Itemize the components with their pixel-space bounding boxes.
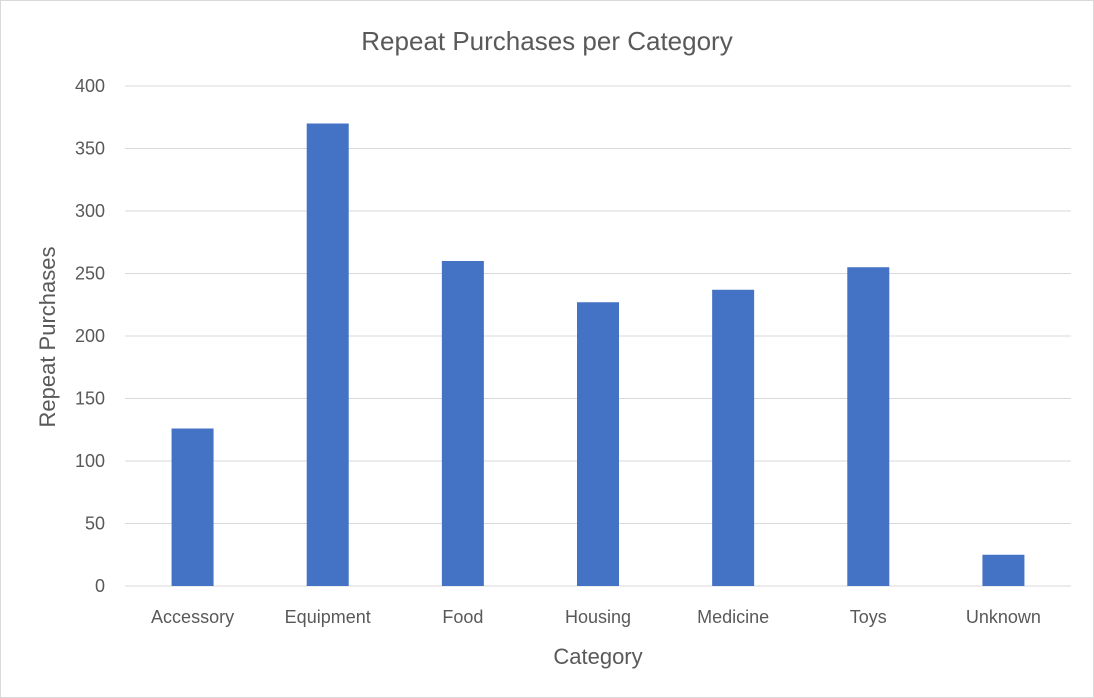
bar-toys — [847, 267, 890, 586]
x-tick-label: Accessory — [151, 607, 234, 627]
y-axis-title: Repeat Purchases — [35, 247, 60, 428]
chart-title: Repeat Purchases per Category — [361, 26, 732, 56]
y-tick-label: 250 — [75, 264, 105, 284]
y-tick-labels: 0 50 100 150 200 250 300 350 400 — [75, 76, 105, 596]
y-tick-label: 50 — [85, 514, 105, 534]
bars — [171, 123, 1025, 586]
bar-unknown — [982, 554, 1025, 586]
x-tick-label: Food — [442, 607, 483, 627]
bar-medicine — [712, 289, 755, 586]
x-tick-labels: Accessory Equipment Food Housing Medicine Toy… — [151, 607, 1041, 627]
bar-food — [441, 261, 484, 586]
x-tick-label: Housing — [565, 607, 631, 627]
y-tick-label: 400 — [75, 76, 105, 96]
bar-equipment — [306, 123, 349, 586]
x-tick-label: Medicine — [697, 607, 769, 627]
x-tick-label: Unknown — [966, 607, 1041, 627]
bar-housing — [577, 302, 619, 586]
y-tick-label: 0 — [95, 576, 105, 596]
x-tick-label: Toys — [850, 607, 887, 627]
y-tick-label: 150 — [75, 389, 105, 409]
bar-accessory — [171, 428, 214, 586]
y-tick-label: 350 — [75, 139, 105, 159]
y-tick-label: 300 — [75, 201, 105, 221]
y-tick-label: 100 — [75, 451, 105, 471]
x-axis-title: Category — [553, 644, 642, 669]
y-tick-label: 200 — [75, 326, 105, 346]
x-tick-label: Equipment — [285, 607, 371, 627]
